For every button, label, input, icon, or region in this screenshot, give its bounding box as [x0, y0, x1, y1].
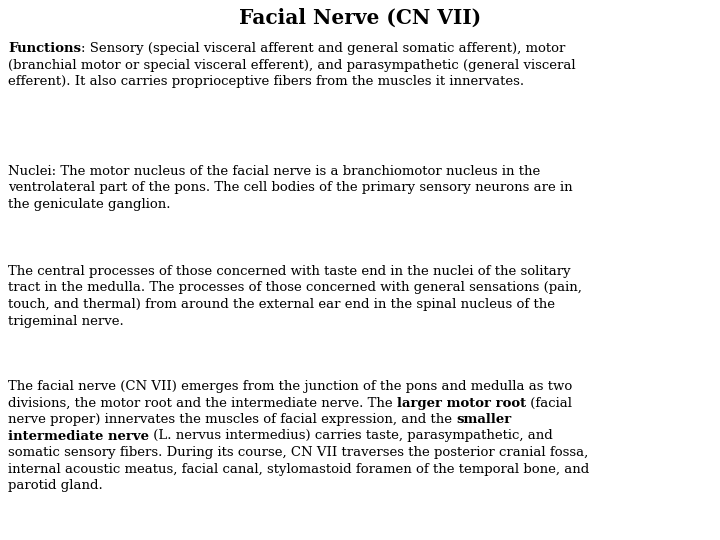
Text: tract in the medulla. The processes of those concerned with general sensations (: tract in the medulla. The processes of t…	[8, 281, 582, 294]
Text: larger motor root: larger motor root	[397, 396, 526, 409]
Text: Facial Nerve (CN VII): Facial Nerve (CN VII)	[239, 8, 481, 28]
Text: touch, and thermal) from around the external ear end in the spinal nucleus of th: touch, and thermal) from around the exte…	[8, 298, 555, 311]
Text: Nuclei: The motor nucleus of the facial nerve is a branchiomotor nucleus in the: Nuclei: The motor nucleus of the facial …	[8, 165, 540, 178]
Text: divisions, the motor root and the intermediate nerve. The: divisions, the motor root and the interm…	[8, 396, 397, 409]
Text: smaller: smaller	[456, 413, 511, 426]
Text: trigeminal nerve.: trigeminal nerve.	[8, 314, 124, 327]
Text: (branchial motor or special visceral efferent), and parasympathetic (general vis: (branchial motor or special visceral eff…	[8, 58, 575, 71]
Text: nerve proper) innervates the muscles of facial expression, and the: nerve proper) innervates the muscles of …	[8, 413, 456, 426]
Text: the geniculate ganglion.: the geniculate ganglion.	[8, 198, 171, 211]
Text: (facial: (facial	[526, 396, 572, 409]
Text: intermediate nerve: intermediate nerve	[8, 429, 149, 442]
Text: somatic sensory fibers. During its course, CN VII traverses the posterior crania: somatic sensory fibers. During its cours…	[8, 446, 588, 459]
Text: Functions: Functions	[8, 42, 81, 55]
Text: (L. nervus intermedius) carries taste, parasympathetic, and: (L. nervus intermedius) carries taste, p…	[149, 429, 553, 442]
Text: ventrolateral part of the pons. The cell bodies of the primary sensory neurons a: ventrolateral part of the pons. The cell…	[8, 181, 572, 194]
Text: parotid gland.: parotid gland.	[8, 479, 103, 492]
Text: : Sensory (special visceral afferent and general somatic afferent), motor: : Sensory (special visceral afferent and…	[81, 42, 565, 55]
Text: The facial nerve (CN VII) emerges from the junction of the pons and medulla as t: The facial nerve (CN VII) emerges from t…	[8, 380, 572, 393]
Text: The central processes of those concerned with taste end in the nuclei of the sol: The central processes of those concerned…	[8, 265, 571, 278]
Text: internal acoustic meatus, facial canal, stylomastoid foramen of the temporal bon: internal acoustic meatus, facial canal, …	[8, 462, 589, 476]
Text: efferent). It also carries proprioceptive fibers from the muscles it innervates.: efferent). It also carries proprioceptiv…	[8, 75, 524, 88]
